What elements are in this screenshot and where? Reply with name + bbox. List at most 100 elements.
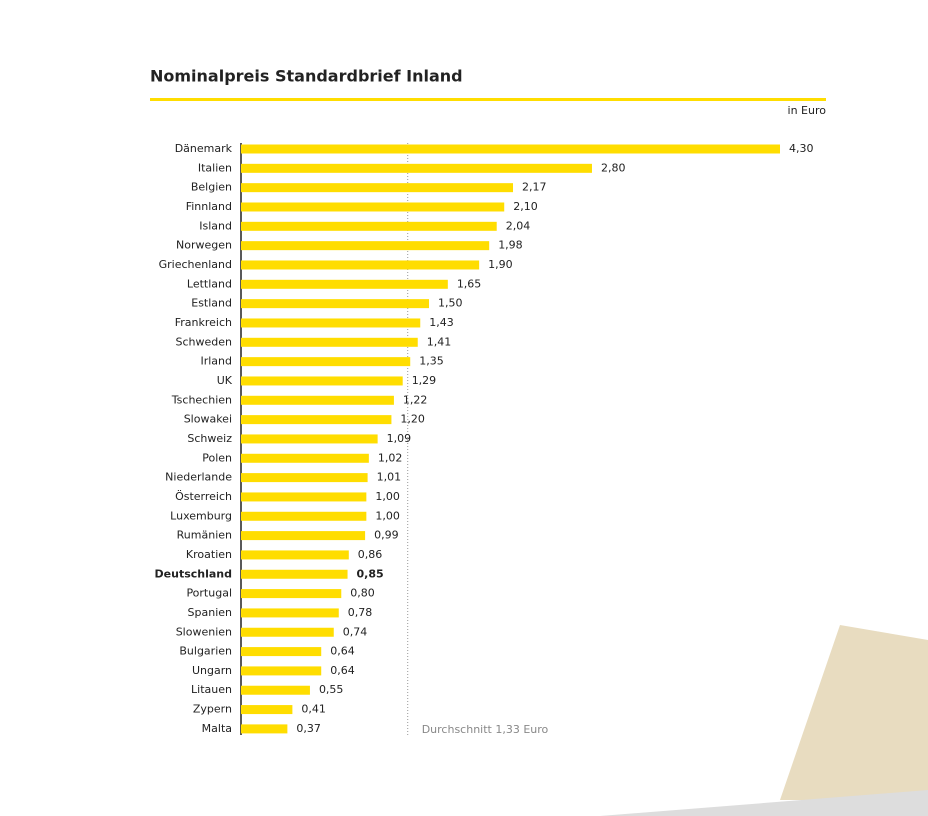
bar: [241, 608, 339, 618]
bar: [241, 589, 342, 599]
value-label: 1,65: [457, 277, 482, 290]
bar: [241, 511, 367, 521]
category-label: Zypern: [193, 703, 232, 716]
value-label: 1,20: [400, 413, 425, 426]
bar: [241, 531, 366, 541]
bar: [241, 395, 394, 405]
value-label: 0,78: [348, 606, 373, 619]
category-label: UK: [217, 374, 233, 387]
value-label: 0,55: [319, 683, 344, 696]
category-label: Italien: [198, 161, 232, 174]
bar: [241, 724, 288, 734]
category-label: Schweden: [176, 335, 233, 348]
title-rule: [150, 98, 826, 101]
category-label: Schweiz: [187, 432, 232, 445]
bar: [241, 202, 505, 212]
unit-label: in Euro: [788, 104, 827, 117]
value-label: 1,00: [375, 490, 400, 503]
bar: [241, 260, 480, 270]
value-label: 1,00: [375, 509, 400, 522]
value-label: 0,99: [374, 529, 399, 542]
bar: [241, 434, 378, 444]
value-label: 1,43: [429, 316, 454, 329]
value-label: 1,29: [412, 374, 437, 387]
bar: [241, 550, 349, 560]
category-label: Tschechien: [171, 393, 232, 406]
category-label: Finnland: [186, 200, 232, 213]
category-label: Lettland: [187, 277, 232, 290]
category-label: Belgien: [191, 181, 232, 194]
bar: [241, 627, 334, 637]
value-label: 1,50: [438, 297, 463, 310]
category-label: Island: [199, 219, 232, 232]
bar: [241, 163, 592, 173]
value-label: 0,74: [343, 625, 368, 638]
value-label: 1,02: [378, 451, 403, 464]
category-label: Griechenland: [159, 258, 232, 271]
category-label: Bulgarien: [179, 645, 232, 658]
category-label: Rumänien: [177, 529, 232, 542]
bar: [241, 279, 448, 289]
value-label: 1,01: [377, 471, 402, 484]
chart-title: Nominalpreis Standardbrief Inland: [150, 67, 463, 86]
bar: [241, 376, 403, 386]
bar: [241, 318, 421, 328]
category-label: Norwegen: [176, 239, 232, 252]
bar: [241, 357, 411, 367]
value-label: 2,04: [506, 219, 531, 232]
value-label: 0,80: [350, 587, 375, 600]
category-label: Luxemburg: [170, 509, 232, 522]
value-label: 0,86: [358, 548, 383, 561]
category-label: Niederlande: [165, 471, 232, 484]
value-label: 1,35: [419, 355, 444, 368]
bar: [241, 492, 367, 502]
bar: [241, 685, 310, 695]
category-label: Österreich: [175, 490, 232, 503]
value-label: 1,90: [488, 258, 513, 271]
bar: [241, 183, 514, 193]
bar: [241, 337, 418, 347]
category-label: Slowakei: [184, 413, 232, 426]
bar: [241, 473, 368, 483]
value-label: 0,64: [330, 645, 355, 658]
value-label: 0,41: [301, 703, 326, 716]
bar: [241, 415, 392, 425]
category-label: Frankreich: [175, 316, 232, 329]
paper-decoration: [600, 790, 928, 816]
value-label: 4,30: [789, 142, 814, 155]
value-label: 0,37: [296, 722, 321, 735]
category-label: Slowenien: [176, 625, 232, 638]
category-label: Deutschland: [155, 567, 232, 580]
value-label: 1,41: [427, 335, 452, 348]
value-label: 0,85: [357, 567, 384, 580]
bar: [241, 666, 322, 676]
category-label: Polen: [202, 451, 232, 464]
value-label: 2,17: [522, 181, 547, 194]
category-label: Irland: [200, 355, 232, 368]
value-label: 1,09: [387, 432, 412, 445]
category-label: Malta: [202, 722, 232, 735]
value-label: 1,98: [498, 239, 522, 252]
category-label: Spanien: [188, 606, 233, 619]
category-label: Dänemark: [175, 142, 233, 155]
category-label: Portugal: [186, 587, 232, 600]
bar: [241, 241, 490, 251]
value-label: 2,80: [601, 161, 626, 174]
category-label: Kroatien: [186, 548, 232, 561]
value-label: 1,22: [403, 393, 428, 406]
category-label: Estland: [191, 297, 232, 310]
paper-decoration: [780, 625, 928, 800]
bar: [241, 569, 348, 579]
bar: [241, 144, 780, 154]
bar: [241, 705, 293, 715]
value-label: 2,10: [513, 200, 538, 213]
bar: [241, 453, 369, 463]
value-label: 0,64: [330, 664, 355, 677]
category-label: Litauen: [191, 683, 232, 696]
average-label: Durchschnitt 1,33 Euro: [422, 723, 549, 736]
bar: [241, 647, 322, 657]
bar: [241, 221, 497, 231]
category-label: Ungarn: [192, 664, 232, 677]
bar: [241, 299, 430, 309]
